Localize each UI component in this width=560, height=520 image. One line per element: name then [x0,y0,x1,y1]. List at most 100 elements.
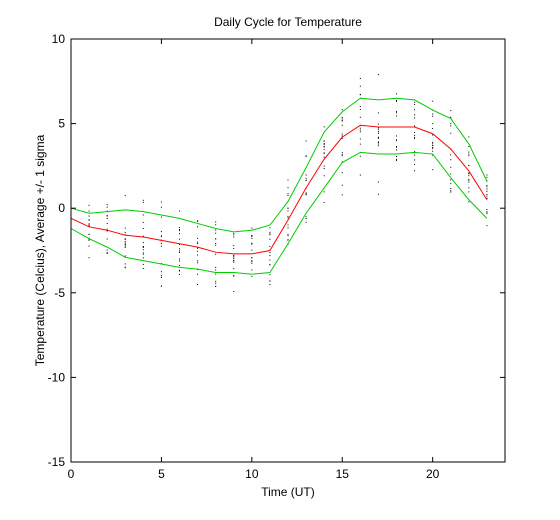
scatter-point [432,150,434,152]
scatter-point [197,273,199,275]
scatter-point [124,244,126,246]
scatter-point [305,177,307,179]
scatter-point [251,227,253,229]
scatter-point [233,234,235,236]
scatter-point [305,218,307,220]
scatter-point [160,235,162,237]
scatter-point [197,262,199,264]
x-tick-label: 10 [245,467,259,481]
scatter-point [377,136,379,138]
scatter-point [142,246,144,248]
scatter-point [233,275,235,277]
scatter-point [106,222,108,224]
scatter-point [160,274,162,276]
scatter-point [179,229,180,231]
scatter-point [197,241,199,243]
scatter-point [377,127,379,129]
x-tick-label: 0 [68,467,75,481]
scatter-point [179,260,180,262]
scatter-point [359,77,361,79]
scatter-point [197,250,199,252]
scatter-point [432,169,434,171]
scatter-point [305,192,307,194]
scatter-point [450,159,452,161]
scatter-point [323,143,325,145]
scatter-point [323,148,325,150]
scatter-point [359,109,361,111]
scatter-point [450,188,452,190]
scatter-point [432,100,434,102]
scatter-point [396,156,397,158]
scatter-point [233,247,235,249]
scatter-point [432,154,434,156]
scatter-point [305,216,307,218]
scatter-point [396,135,397,137]
scatter-point [142,235,144,237]
scatter-point [215,242,217,244]
scatter-point [160,231,162,233]
scatter-point [414,154,416,156]
scatter-point [251,242,253,244]
scatter-point [269,274,271,276]
scatter-point [287,239,289,241]
scatter-point [359,174,361,176]
scatter-point [269,234,271,236]
scatter-point [287,195,289,197]
scatter-point [287,224,289,226]
scatter-point [468,191,470,193]
scatter-point [179,233,180,235]
scatter-point [251,235,253,237]
scatter-point [215,282,217,284]
plot-frame [70,38,506,463]
scatter-point [377,143,379,145]
scatter-point [323,152,325,154]
scatter-point [142,246,144,248]
scatter-point [414,159,416,161]
scatter-point [323,145,325,147]
scatter-point [341,184,343,186]
scatter-point [341,155,343,157]
scatter-point [233,260,235,262]
scatter-point [359,93,361,95]
scatter-point [197,220,199,222]
scatter-point [233,268,235,270]
scatter-point [142,214,144,216]
scatter-point [468,179,470,181]
scatter-point [179,243,180,245]
scatter-point [341,154,343,156]
scatter-point [269,280,271,282]
scatter-point [323,168,325,170]
scatter-point [468,181,470,183]
scatter-point [106,228,108,230]
scatter-point [160,271,162,273]
scatter-point [160,216,162,218]
scatter-point [287,187,289,189]
scatter-point [251,269,253,271]
scatter-point [233,256,235,258]
scatter-point [450,132,452,134]
scatter-point [377,145,379,147]
scatter-point [233,232,235,234]
scatter-point [287,179,289,181]
scatter-point [305,156,307,158]
scatter-point [323,126,325,128]
scatter-point [359,131,361,133]
scatter-point [160,236,162,238]
scatter-point [106,249,108,251]
scatter-point [396,159,397,161]
scatter-point [377,181,379,183]
scatter-point [160,242,162,244]
scatter-point [215,266,217,268]
scatter-point [124,242,126,244]
scatter-point [269,251,271,253]
scatter-point [432,123,434,125]
scatter-point [233,254,235,256]
scatter-point [233,255,235,257]
scatter-point [142,263,144,265]
scatter-point [88,210,90,212]
scatter-point [215,273,217,275]
scatter-point [323,165,325,167]
scatter-point [305,174,307,176]
scatter-point [396,139,397,141]
scatter-point [88,225,90,227]
